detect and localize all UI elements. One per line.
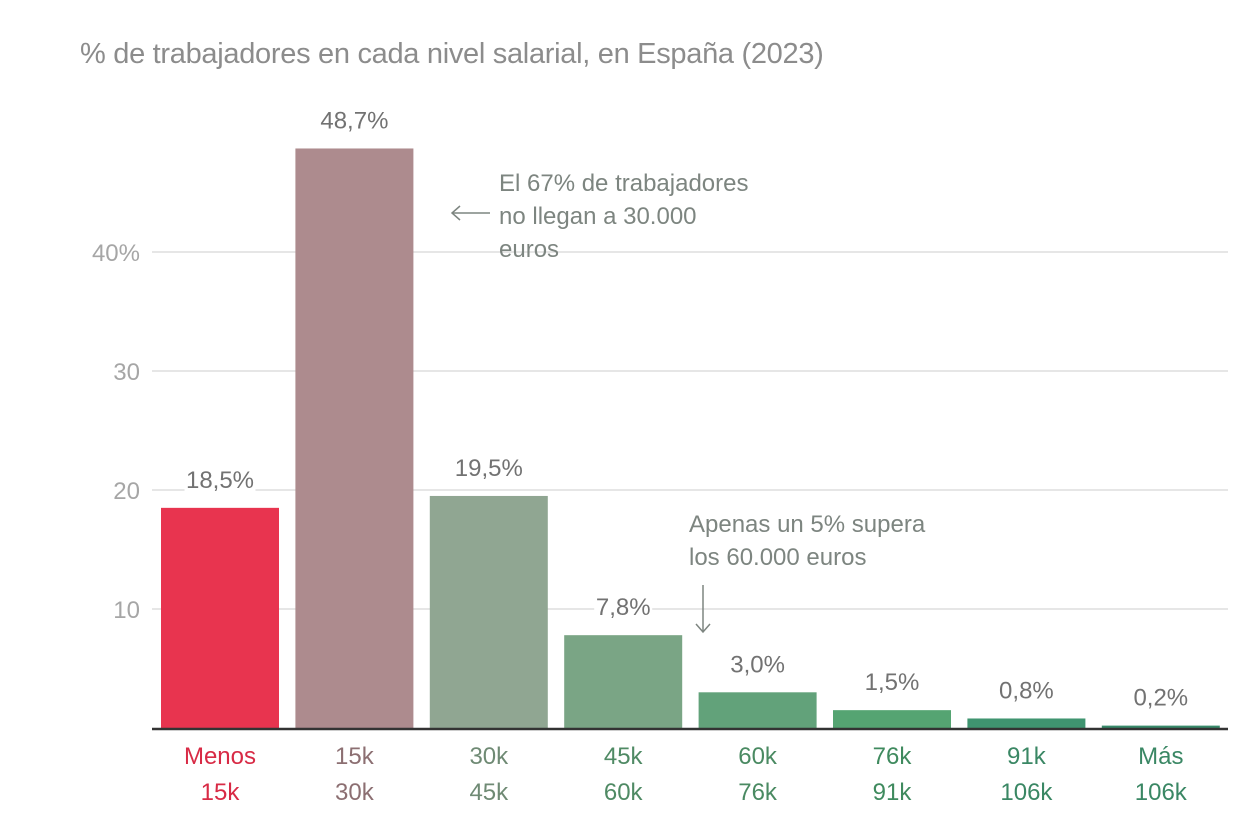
arrow-left-head	[450, 205, 461, 221]
x-tick-label: Menos	[184, 743, 256, 770]
x-tick-label: 76k	[738, 779, 778, 806]
x-tick-label: 30k	[469, 743, 509, 770]
value-label-bg	[728, 650, 787, 679]
bar	[698, 692, 817, 728]
x-tick-label: 60k	[738, 743, 778, 770]
annotation-text: Apenas un 5% supera	[689, 511, 926, 538]
value-label-bg	[594, 593, 653, 622]
x-tick-label: 30k	[335, 779, 375, 806]
value-label-bg	[997, 676, 1056, 705]
value-label: 18,5%	[186, 467, 254, 494]
value-label-bg	[318, 106, 390, 135]
x-tick-label: 106k	[1135, 779, 1188, 806]
arrow-down-head	[695, 623, 711, 634]
value-label: 3,0%	[730, 651, 785, 678]
x-tick-label: Más	[1138, 743, 1183, 770]
x-tick-label: 76k	[873, 743, 913, 770]
x-tick-label: 91k	[1007, 743, 1047, 770]
value-label: 19,5%	[455, 455, 523, 482]
value-label-bg	[453, 453, 525, 482]
x-tick-label: 45k	[604, 743, 644, 770]
bar	[429, 495, 548, 728]
value-label-bg	[184, 465, 256, 494]
value-label-bg	[863, 668, 921, 697]
annotation-text: los 60.000 euros	[689, 544, 866, 571]
value-label: 7,8%	[596, 594, 651, 621]
y-tick-label: 20	[113, 478, 140, 505]
x-tick-label: 60k	[604, 779, 644, 806]
x-tick-label: 15k	[335, 743, 375, 770]
x-tick-label: 45k	[469, 779, 509, 806]
x-tick-label: 15k	[201, 779, 241, 806]
value-label: 48,7%	[320, 107, 388, 134]
bar	[161, 507, 279, 728]
y-tick-label: 40%	[92, 240, 140, 267]
annotation-text: no llegan a 30.000	[499, 203, 697, 230]
bar	[564, 635, 683, 728]
bar	[833, 710, 951, 728]
value-label: 1,5%	[865, 669, 920, 696]
y-tick-label: 10	[113, 597, 140, 624]
bar	[1101, 725, 1220, 728]
annotation-text: euros	[499, 236, 559, 263]
bar	[967, 718, 1086, 728]
value-label: 0,8%	[999, 677, 1054, 704]
x-tick-label: 91k	[873, 779, 913, 806]
chart-title: % de trabajadores en cada nivel salarial…	[80, 38, 824, 70]
y-tick-label: 30	[113, 359, 140, 386]
annotation-text: El 67% de trabajadores	[499, 170, 749, 197]
value-label: 0,2%	[1133, 685, 1188, 712]
bar	[295, 148, 414, 729]
value-label-bg	[1131, 683, 1190, 712]
x-tick-label: 106k	[1000, 779, 1053, 806]
